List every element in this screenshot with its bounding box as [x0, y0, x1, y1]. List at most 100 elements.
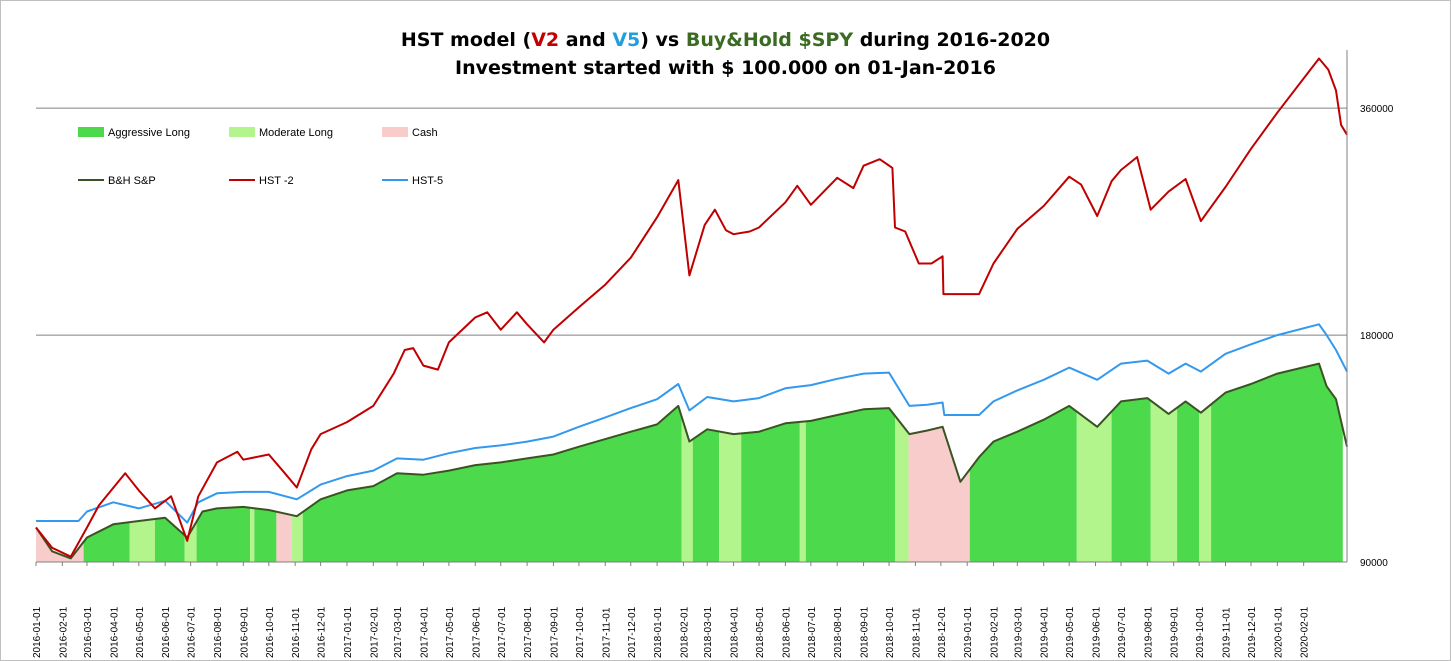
regime-region-aggressive-long: [805, 408, 895, 562]
x-tick-label: 2016-04-01: [109, 606, 120, 658]
title-part: HST model (: [400, 29, 532, 51]
regime-region-moderate-long: [1150, 400, 1178, 562]
legend-label-aggressive: Aggressive Long: [108, 127, 190, 139]
x-tick-label: 2017-12-01: [627, 606, 638, 658]
x-tick-label: 2017-07-01: [497, 606, 508, 658]
regime-region-aggressive-long: [83, 522, 130, 562]
series-line-bh: [35, 362, 1348, 560]
regime-region-aggressive-long: [196, 506, 251, 562]
regime-region-aggressive-long: [1211, 363, 1343, 562]
x-tick-label: 2016-08-01: [213, 606, 224, 658]
x-tick-label: 2016-02-01: [58, 606, 69, 658]
x-tick-label: 2019-04-01: [1040, 606, 1051, 658]
regime-region-aggressive-long: [254, 508, 277, 562]
title-part: and: [559, 29, 613, 51]
regime-region-aggressive-long: [1111, 398, 1151, 562]
regime-region-cash: [276, 511, 292, 562]
x-tick-label: 2017-06-01: [471, 606, 482, 658]
x-tick-label: 2019-08-01: [1143, 606, 1154, 658]
y-tick-label: 360000: [1360, 104, 1394, 115]
x-tick-label: 2019-09-01: [1170, 606, 1181, 658]
x-tick-label: 2017-09-01: [549, 606, 560, 658]
regime-region-moderate-long: [1199, 404, 1212, 562]
x-tick-label: 2018-12-01: [937, 606, 948, 658]
x-tick-label: 2020-02-01: [1300, 606, 1311, 658]
x-tick-label: 2016-05-01: [135, 606, 146, 658]
regime-region-moderate-long: [681, 416, 693, 562]
x-tick-label: 2019-12-01: [1247, 606, 1258, 658]
legend-label-bh: B&H S&P: [108, 175, 156, 187]
x-tick-label: 2019-11-01: [1222, 607, 1233, 658]
x-tick-label: 2019-02-01: [990, 606, 1001, 658]
y-tick-label: 90000: [1360, 558, 1388, 569]
x-tick-label: 2017-11-01: [601, 607, 612, 658]
x-tick-label: 2019-06-01: [1092, 606, 1103, 658]
regime-region-moderate-long: [895, 415, 909, 562]
legend-label-cash: Cash: [412, 127, 438, 139]
x-tick-label: 2017-01-01: [343, 606, 354, 658]
regime-region-moderate-long: [129, 519, 155, 562]
regime-region-moderate-long: [1076, 411, 1112, 562]
x-tick-label: 2016-01-01: [32, 606, 43, 658]
regime-region-aggressive-long: [969, 405, 1077, 562]
x-tick-label: 2018-11-01: [911, 607, 922, 658]
x-tick-label: 2018-08-01: [833, 606, 844, 658]
x-tick-label: 2017-03-01: [393, 606, 404, 658]
x-tick-label: 2016-03-01: [83, 606, 94, 658]
x-tick-label: 2016-09-01: [239, 606, 250, 658]
x-tick-label: 2016-10-01: [265, 606, 276, 658]
legend-label-moderate: Moderate Long: [259, 127, 333, 139]
regime-region-aggressive-long: [741, 421, 800, 562]
x-tick-label: 2016-11-01: [291, 607, 302, 658]
x-tick-label: 2019-10-01: [1195, 606, 1206, 658]
x-tick-label: 2018-06-01: [781, 606, 792, 658]
regime-region-cash: [36, 527, 84, 562]
regime-regions: [36, 363, 1343, 562]
x-tick-label: 2018-05-01: [755, 606, 766, 658]
title-part: during 2016-2020: [853, 29, 1051, 51]
regime-region-moderate-long: [719, 431, 742, 562]
regime-region-moderate-long: [250, 507, 255, 562]
legend-swatch-moderate: [229, 127, 255, 137]
legend-label-hst5: HST-5: [412, 175, 443, 187]
y-tick-label: 180000: [1360, 331, 1394, 342]
x-tick-label: 2018-02-01: [679, 606, 690, 658]
regime-region-moderate-long: [184, 521, 197, 562]
regime-region-aggressive-long: [302, 405, 682, 562]
x-tick-label: 2018-10-01: [885, 606, 896, 658]
legend: Aggressive Long Moderate Long Cash B&H S&P H…: [78, 127, 443, 187]
title-v5: V5: [612, 29, 641, 51]
x-tick-label: 2019-05-01: [1065, 606, 1076, 658]
x-tick-label: 2017-02-01: [369, 606, 380, 658]
legend-label-hst2: HST -2: [259, 175, 294, 187]
regime-region-aggressive-long: [1177, 401, 1200, 562]
regime-region-moderate-long: [799, 421, 806, 562]
x-tick-label: 2018-03-01: [703, 606, 714, 658]
x-tick-label: 2018-01-01: [653, 606, 664, 658]
x-tick-label: 2017-08-01: [523, 606, 534, 658]
x-tick-label: 2018-04-01: [730, 606, 741, 658]
chart-title: HST model (V2 and V5) vs Buy&Hold $SPY d…: [0, 26, 1451, 82]
x-tick-label: 2020-01-01: [1273, 606, 1284, 658]
x-tick-label: 2019-07-01: [1117, 606, 1128, 658]
series-line-hst5: [36, 323, 1348, 524]
x-tick-label: 2017-05-01: [445, 606, 456, 658]
x-tick-label: 2016-07-01: [187, 606, 198, 658]
x-tick-label: 2016-12-01: [317, 606, 328, 658]
title-buyhold: Buy&Hold $SPY: [685, 29, 854, 51]
title-line-1: HST model (V2 and V5) vs Buy&Hold $SPY d…: [0, 26, 1451, 54]
series-lines: [35, 57, 1348, 560]
axes: 90000 180000 360000 2016-01-01 2016-02-01 201…: [32, 50, 1394, 658]
x-tick-label: 2018-09-01: [860, 606, 871, 658]
regime-region-aggressive-long: [692, 429, 720, 562]
title-line-2: Investment started with $ 100.000 on 01-…: [455, 57, 996, 79]
legend-swatch-aggressive: [78, 127, 104, 137]
x-tick-label: 2018-07-01: [807, 606, 818, 658]
title-part: ) vs: [640, 29, 686, 51]
x-tick-label: 2019-03-01: [1013, 606, 1024, 658]
x-tick-label: 2017-10-01: [575, 606, 586, 658]
regime-region-moderate-long: [291, 511, 303, 562]
series-line-hst2: [35, 57, 1348, 558]
x-tick-label: 2017-04-01: [419, 606, 430, 658]
